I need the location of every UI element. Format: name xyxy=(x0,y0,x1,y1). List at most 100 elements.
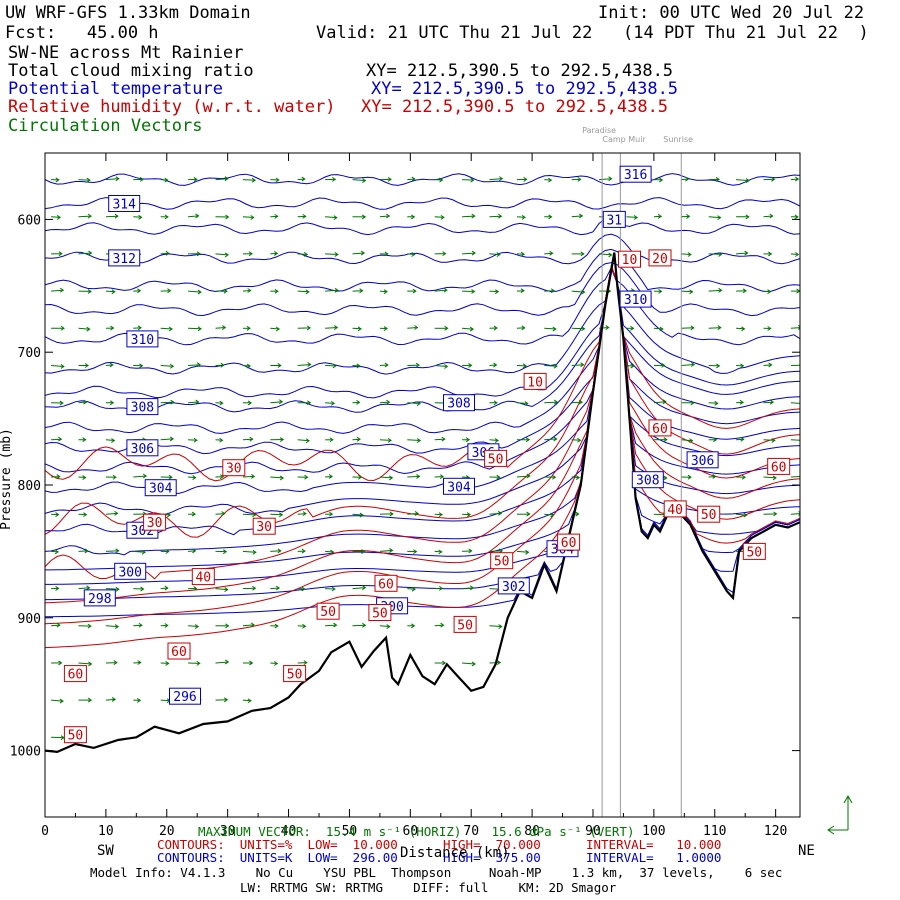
circulation-vector-head xyxy=(222,325,227,330)
circulation-vector xyxy=(790,476,800,478)
circulation-vector-head xyxy=(278,399,284,405)
circulation-vector-head xyxy=(115,586,120,592)
circulation-vector xyxy=(133,327,142,329)
circulation-vector-head xyxy=(250,215,255,220)
theta-contours xyxy=(45,173,800,618)
theta-contour-line xyxy=(45,233,800,265)
circulation-vector xyxy=(270,587,280,590)
circulation-vector xyxy=(270,662,278,664)
circulation-vector xyxy=(78,327,90,330)
circulation-vector-head xyxy=(303,660,308,666)
circulation-vector-head xyxy=(164,585,169,591)
circulation-vector-head xyxy=(251,177,257,183)
circulation-vector xyxy=(352,513,364,516)
circulation-vector-head xyxy=(219,474,225,480)
circulation-vector-head xyxy=(469,326,475,332)
circulation-vector-head xyxy=(87,289,92,294)
circulation-vector-head xyxy=(169,436,175,442)
circulation-vector-head xyxy=(58,436,63,442)
rh-contour-label: 20 xyxy=(652,252,668,267)
circulation-vector xyxy=(105,588,119,590)
circulation-vector-head xyxy=(745,214,750,220)
circulation-vector-head xyxy=(273,661,279,666)
rh-contour-label-box xyxy=(191,568,215,586)
circulation-vector-head xyxy=(741,326,746,332)
circulation-vector-head xyxy=(687,252,692,257)
circulation-vector xyxy=(160,252,169,255)
circulation-vector-head xyxy=(115,176,120,182)
circulation-vector-head xyxy=(305,438,310,444)
circulation-vector-head xyxy=(139,363,144,369)
x-tick-label: 0 xyxy=(41,824,49,839)
circulation-vector xyxy=(133,216,142,218)
theta-contour-info: CONTOURS: UNITS=K LOW= 296.00 HIGH= 375.… xyxy=(157,850,722,865)
circulation-vector-head xyxy=(168,474,173,480)
circulation-vector-head xyxy=(248,251,253,257)
circulation-vector xyxy=(681,327,694,329)
circulation-vector xyxy=(489,662,501,664)
circulation-vector xyxy=(489,512,502,515)
circulation-vector-head xyxy=(56,214,62,220)
theta-contour-line xyxy=(45,265,800,434)
ne-label: NE xyxy=(798,843,815,859)
circulation-vector-head xyxy=(56,474,61,479)
rh-contour-label-box xyxy=(648,249,672,267)
circulation-vector-head xyxy=(223,288,228,294)
circulation-vector-head xyxy=(444,364,449,369)
circulation-vector-head xyxy=(389,475,394,481)
circulation-vector-head xyxy=(195,399,200,405)
x-tick-label: 60 xyxy=(402,824,418,839)
circulation-vector-head xyxy=(521,214,526,220)
rh-contour-label-box xyxy=(63,726,87,744)
circulation-vector-head xyxy=(465,437,471,443)
circulation-vector-head xyxy=(140,586,145,592)
circulation-vector-head xyxy=(383,289,388,295)
circulation-vector-head xyxy=(192,475,197,481)
theta-contour-line xyxy=(45,217,800,236)
circulation-vector xyxy=(544,179,552,181)
circulation-vector xyxy=(379,549,393,552)
circulation-vector xyxy=(160,438,174,441)
circulation-vector xyxy=(571,401,583,404)
circulation-vector-head xyxy=(58,660,63,666)
theta-contour-label: 308 xyxy=(131,401,154,416)
circulation-vector-head xyxy=(795,176,800,182)
circulation-vector-head xyxy=(526,511,531,517)
circulation-vector xyxy=(407,513,419,515)
circulation-vector-head xyxy=(219,437,224,443)
init-time: Init: 00 UTC Wed 20 Jul 22 xyxy=(598,3,865,23)
theta-contour-label: 310 xyxy=(131,333,154,348)
circulation-vector-head xyxy=(191,511,196,517)
circulation-vector-head xyxy=(246,363,251,369)
theta-contour-label-box xyxy=(169,687,201,705)
theta-contour-label: 314 xyxy=(112,198,136,213)
circulation-vector xyxy=(462,550,472,552)
circulation-vector-head xyxy=(494,289,500,295)
circulation-vector-head xyxy=(197,326,202,332)
circulation-vector xyxy=(352,624,366,627)
circulation-vector xyxy=(325,476,333,478)
rh-contour-label: 50 xyxy=(320,605,336,620)
circulation-vector-head xyxy=(328,474,334,479)
theta-contour-line xyxy=(45,265,800,399)
circulation-vector-head xyxy=(332,176,337,182)
circulation-vector-head xyxy=(769,399,775,405)
circulation-vector-head xyxy=(715,177,720,182)
x-tick-label: 80 xyxy=(524,824,540,839)
circulation-vector xyxy=(489,439,499,441)
circulation-vector-head xyxy=(301,586,306,592)
circulation-vector-head xyxy=(468,548,473,554)
circulation-vector-head xyxy=(194,624,200,629)
circulation-vector-head xyxy=(441,660,447,666)
circulation-vector-head xyxy=(222,549,228,555)
circulation-vector-head xyxy=(356,436,361,442)
circulation-vector xyxy=(325,216,337,219)
rh-contour-label-box xyxy=(523,372,547,390)
circulation-vector-head xyxy=(197,289,202,295)
circulation-vector xyxy=(790,439,800,441)
y-tick-label: 1000 xyxy=(10,745,41,760)
circulation-vector xyxy=(736,513,747,516)
x-tick-label: 70 xyxy=(463,824,479,839)
circulation-vector-head xyxy=(167,288,172,294)
rh-contour-label-box xyxy=(648,419,672,437)
